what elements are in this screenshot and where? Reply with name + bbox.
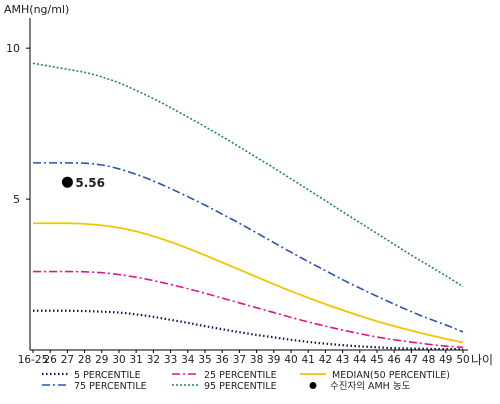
patient-point-layer: 5.56: [61, 176, 105, 190]
x-tick-label: 44: [353, 354, 367, 366]
x-tick-label: 16-25: [18, 354, 49, 366]
x-tick-label: 38: [250, 354, 263, 366]
x-tick-label: 39: [267, 354, 280, 366]
x-tick-label: 32: [147, 354, 160, 366]
legend-label-2: MEDIAN(50 PERCENTILE): [332, 370, 450, 381]
legend-patient-label: 수진자의 AMH 농도: [330, 381, 411, 392]
axes: [29, 18, 468, 351]
y-tick-label: 10: [6, 42, 20, 55]
x-tick-label: 33: [164, 354, 177, 366]
legend-label-3: 75 PERCENTILE: [74, 381, 147, 392]
x-tick-label: 49: [439, 354, 452, 366]
x-tick-label: 28: [78, 354, 91, 366]
legend-label-4: 95 PERCENTILE: [204, 381, 277, 392]
x-tick-label: 36: [216, 354, 230, 366]
x-tick-label: 41: [302, 354, 315, 366]
series-line-4: [32, 62, 464, 288]
series-line-3: [33, 162, 464, 333]
x-tick-label: 42: [319, 354, 332, 366]
x-tick-label: 35: [198, 354, 211, 366]
legend-patient-marker: [309, 382, 317, 389]
x-tick-label: 43: [336, 354, 349, 366]
x-tick-label: 27: [61, 354, 74, 366]
x-axis-label: 나이: [471, 353, 493, 367]
x-tick-label: 48: [422, 354, 435, 366]
legend-label-0: 5 PERCENTILE: [74, 370, 141, 381]
y-tick-labels: 5 10: [6, 42, 30, 206]
x-tick-label: 34: [181, 354, 195, 366]
x-tick-label: 47: [405, 354, 418, 366]
x-tick-label: 45: [370, 354, 383, 366]
legend-label-1: 25 PERCENTILE: [204, 370, 277, 381]
x-tick-label: 40: [284, 354, 297, 366]
x-tick-label: 50: [456, 354, 469, 366]
y-axis-label: AMH(ng/ml): [4, 3, 69, 16]
x-tick-label: 31: [130, 354, 143, 366]
x-tick-label: 26: [44, 354, 58, 366]
series-line-1: [33, 270, 464, 349]
x-tick-label: 37: [233, 354, 246, 366]
patient-point-label: 5.56: [75, 176, 105, 190]
y-tick-label: 5: [13, 193, 20, 206]
x-tick-label: 30: [112, 354, 125, 366]
series-layer: [32, 62, 464, 351]
x-tick-label: 29: [95, 354, 108, 366]
x-tick-label: 46: [388, 354, 402, 366]
patient-point-marker: [61, 176, 73, 188]
series-line-0: [33, 309, 464, 351]
legend: 5 PERCENTILE 25 PERCENTILE MEDIAN(50 PERCE…: [42, 370, 450, 392]
series-line-2: [32, 222, 464, 344]
